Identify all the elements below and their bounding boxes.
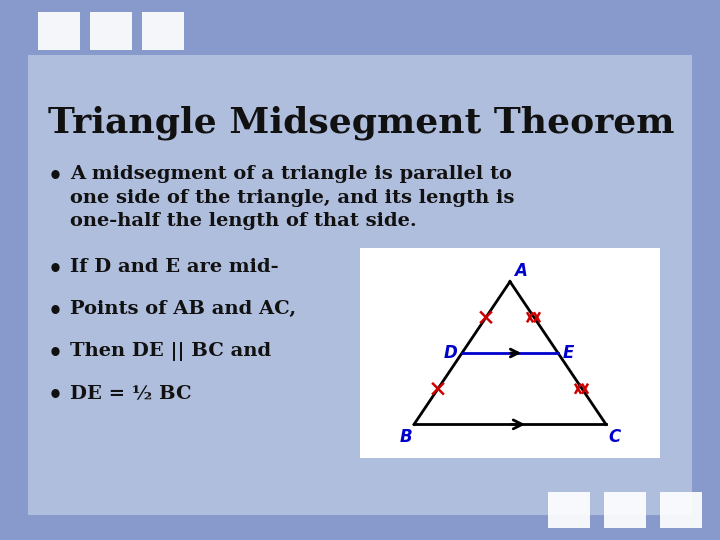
Bar bbox=[142, 12, 184, 50]
Text: •: • bbox=[48, 384, 63, 408]
Text: A: A bbox=[514, 261, 527, 280]
Bar bbox=[38, 12, 80, 50]
Text: Triangle Midsegment Theorem: Triangle Midsegment Theorem bbox=[48, 105, 675, 139]
Bar bbox=[360, 248, 660, 458]
Bar bbox=[90, 12, 132, 50]
Text: C: C bbox=[608, 428, 620, 447]
Text: •: • bbox=[48, 300, 63, 324]
Text: DE = ½ BC: DE = ½ BC bbox=[70, 384, 192, 402]
Bar bbox=[604, 492, 646, 528]
Text: •: • bbox=[48, 258, 63, 282]
Bar bbox=[28, 55, 692, 515]
Text: A midsegment of a triangle is parallel to
one side of the triangle, and its leng: A midsegment of a triangle is parallel t… bbox=[70, 165, 514, 230]
Text: •: • bbox=[48, 342, 63, 366]
Text: Points of AB and AC,: Points of AB and AC, bbox=[70, 300, 296, 318]
Text: E: E bbox=[563, 344, 575, 362]
Bar bbox=[660, 492, 702, 528]
Text: Then DE || BC and: Then DE || BC and bbox=[70, 342, 271, 361]
Text: D: D bbox=[444, 344, 457, 362]
Text: B: B bbox=[400, 428, 412, 447]
Bar bbox=[548, 492, 590, 528]
Text: If D and E are mid-: If D and E are mid- bbox=[70, 258, 279, 276]
Text: •: • bbox=[48, 165, 63, 189]
